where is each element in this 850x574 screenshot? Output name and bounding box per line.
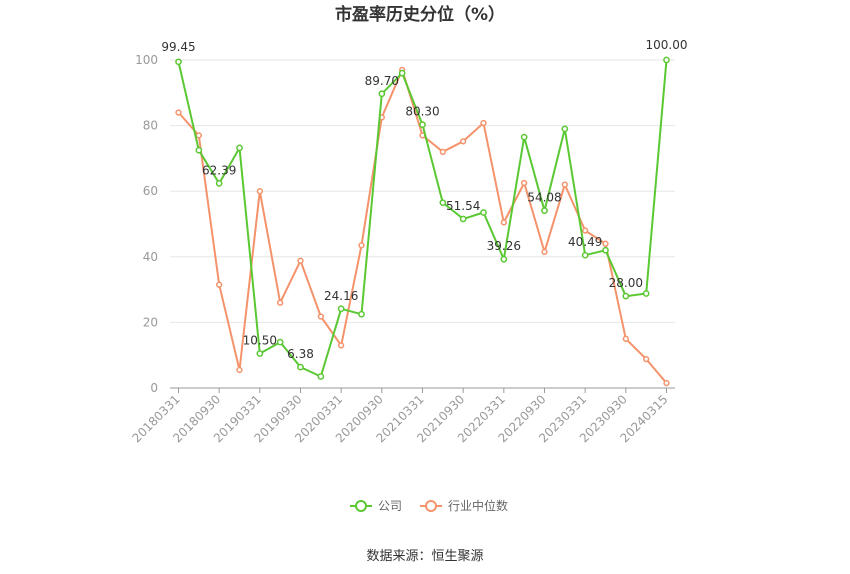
data-point [297, 257, 304, 264]
data-label: 40.49 [568, 235, 602, 249]
y-tick-label: 60 [143, 184, 158, 198]
data-point [419, 121, 426, 128]
data-point [480, 119, 487, 127]
data-point [195, 132, 202, 139]
series [175, 56, 670, 387]
data-point [337, 305, 345, 313]
data-label: 100.00 [646, 38, 688, 52]
legend[interactable]: 公司 行业中位数 [350, 498, 508, 513]
data-label: 51.54 [446, 199, 480, 213]
data-point [663, 379, 670, 387]
data-point [541, 248, 548, 256]
y-tick-label: 80 [143, 119, 158, 133]
data-point [500, 255, 508, 263]
data-label: 80.30 [405, 105, 439, 119]
y-tick-label: 100 [135, 53, 158, 67]
data-label: 54.08 [527, 191, 561, 205]
legend-label: 公司 [378, 499, 402, 513]
data-point [338, 342, 345, 349]
data-point [236, 366, 243, 374]
data-point [602, 246, 609, 254]
data-point [236, 144, 243, 152]
data-label: 28.00 [609, 276, 643, 290]
data-point [358, 310, 365, 318]
legend-item-0[interactable]: 公司 [350, 499, 402, 513]
data-point [256, 188, 263, 195]
data-point [561, 125, 569, 133]
chart-title: 市盈率历史分位（%） [335, 4, 505, 25]
data-point [561, 181, 568, 188]
y-tick-label: 20 [143, 315, 158, 329]
source-note: 数据来源：恒生聚源 [366, 549, 483, 564]
data-point [358, 242, 365, 249]
data-point [276, 338, 284, 346]
data-point [663, 56, 670, 64]
data-point [541, 207, 548, 214]
data-point [317, 313, 324, 320]
data-label: 24.16 [324, 289, 358, 303]
y-tick-label: 0 [150, 381, 158, 395]
data-point [215, 180, 223, 187]
data-label: 62.39 [202, 163, 236, 177]
legend-label: 行业中位数 [448, 498, 508, 513]
data-point [602, 240, 609, 247]
data-label: 39.26 [487, 239, 521, 253]
data-label: 89.70 [365, 74, 399, 88]
data-point [643, 355, 650, 363]
data-point [175, 58, 182, 66]
data-point [317, 373, 325, 380]
data-point [520, 133, 528, 141]
data-point [500, 219, 507, 226]
data-point [277, 299, 284, 306]
data-point [581, 251, 589, 259]
data-point [195, 146, 203, 154]
data-point [622, 292, 630, 300]
legend-item-1[interactable]: 行业中位数 [420, 498, 508, 513]
data-point [582, 227, 589, 234]
data-point [297, 363, 304, 371]
data-point [378, 90, 386, 98]
data-point [398, 69, 406, 77]
legend-swatch-marker [355, 500, 367, 512]
data-point [256, 350, 264, 357]
data-point [521, 179, 528, 187]
legend-swatch-marker [425, 500, 437, 512]
data-point [480, 209, 487, 216]
data-label: 99.45 [161, 40, 195, 54]
data-point [175, 109, 182, 116]
data-label: 10.50 [243, 334, 277, 348]
data-point [460, 138, 467, 145]
data-labels: 99.45 62.39 10.50 6.38 24.16 89.70 80.30 51.54 3… [161, 38, 687, 361]
data-point [622, 335, 629, 342]
data-point [439, 148, 446, 155]
data-point [216, 281, 223, 288]
data-label: 6.38 [287, 347, 314, 361]
data-point [439, 199, 447, 207]
y-tick-label: 40 [143, 250, 158, 264]
data-point [642, 290, 650, 297]
data-point [459, 215, 467, 223]
